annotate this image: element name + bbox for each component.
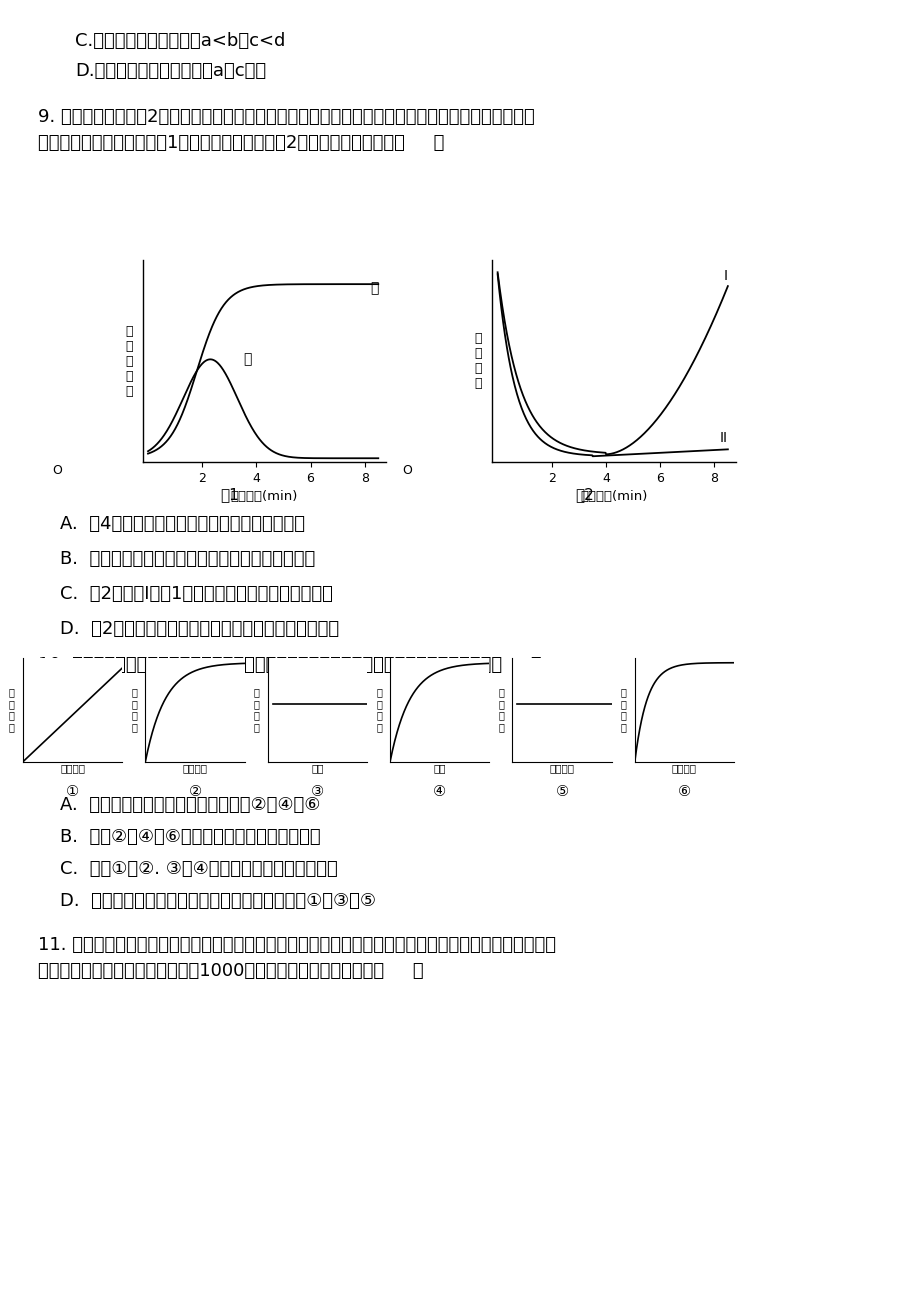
Text: ⑥: ⑥ (677, 784, 690, 798)
Text: 11. 协助扩散需要细胞膜上转运蛋白的协助。图甲、乙分别表示载体介导和通道介导的两种协助扩散方式，: 11. 协助扩散需要细胞膜上转运蛋白的协助。图甲、乙分别表示载体介导和通道介导的… (38, 936, 555, 954)
Text: D.  第2分钟前乙溶液中花瓣细胞的失水速率大于甲溶液: D. 第2分钟前乙溶液中花瓣细胞的失水速率大于甲溶液 (60, 620, 339, 638)
X-axis label: 处理时间(min): 处理时间(min) (580, 491, 647, 504)
Text: D.根尖分生区细胞内能发生a、c过程: D.根尖分生区细胞内能发生a、c过程 (75, 62, 266, 79)
Text: I: I (723, 270, 727, 284)
Text: 9. 取某一红色花冠的2个大小相同、生理状态相似的花瓣细胞，将它们分别放置往甲、乙两种溶液中，: 9. 取某一红色花冠的2个大小相同、生理状态相似的花瓣细胞，将它们分别放置往甲、… (38, 108, 534, 126)
X-axis label: 能量: 能量 (311, 763, 323, 773)
Text: 图1: 图1 (221, 487, 239, 503)
Text: 图2: 图2 (575, 487, 594, 503)
Text: B.  甲、乙两种溶液的浓度不同，但细胞最终都死亡: B. 甲、乙两种溶液的浓度不同，但细胞最终都死亡 (60, 549, 315, 568)
Text: II: II (719, 431, 727, 445)
Text: ②: ② (188, 784, 201, 798)
Text: ④: ④ (433, 784, 446, 798)
X-axis label: 物质浓度: 物质浓度 (60, 763, 85, 773)
X-axis label: 载体数量: 载体数量 (671, 763, 697, 773)
Text: 甲: 甲 (369, 281, 378, 296)
Text: ①: ① (66, 784, 79, 798)
Y-axis label: 运
输
速
率: 运 输 速 率 (254, 687, 259, 732)
Y-axis label: 运
输
速
率: 运 输 速 率 (498, 687, 504, 732)
Text: C.  曲线①、②. ③、④可表示互不相同的运输方式: C. 曲线①、②. ③、④可表示互不相同的运输方式 (60, 861, 337, 878)
Y-axis label: 运
输
速
率: 运 输 速 率 (9, 687, 15, 732)
Y-axis label: 运
输
速
率: 运 输 速 率 (376, 687, 381, 732)
Text: O: O (402, 465, 412, 478)
X-axis label: 处理时间(min): 处理时间(min) (231, 491, 298, 504)
Text: B.  曲线②、④、⑥最大运输速率的限制因素相同: B. 曲线②、④、⑥最大运输速率的限制因素相同 (60, 828, 321, 846)
Y-axis label: 细
胞
失
水
量: 细 胞 失 水 量 (125, 324, 132, 398)
Text: D.  能表示最大运输速率与载体蛋白无关的曲线是①、③、⑤: D. 能表示最大运输速率与载体蛋白无关的曲线是①、③、⑤ (60, 892, 376, 910)
Text: 其中通道介导的扩散比载体介导剴1000倍。下列有关叙述错误的是（     ）: 其中通道介导的扩散比载体介导剴1000倍。下列有关叙述错误的是（ ） (38, 962, 423, 980)
Text: C.在光照充足的条件下，a<b，c<d: C.在光照充足的条件下，a<b，c<d (75, 33, 285, 49)
Text: A.  第4分钟后乙溶液中细胞由于失水过多而死亡: A. 第4分钟后乙溶液中细胞由于失水过多而死亡 (60, 516, 305, 533)
X-axis label: 物质浓度: 物质浓度 (182, 763, 208, 773)
Text: A.  与胰岛素分泌出细胞相符的曲线是②、④、⑥: A. 与胰岛素分泌出细胞相符的曲线是②、④、⑥ (60, 796, 320, 814)
Text: ③: ③ (311, 784, 323, 798)
Text: 乙: 乙 (243, 353, 251, 366)
Text: ⑤: ⑤ (555, 784, 568, 798)
Text: 10. 下图是不同物质出入细胞方式中运输速率与影响因素间的关系曲线图，下列叙述正确的是（     ）: 10. 下图是不同物质出入细胞方式中运输速率与影响因素间的关系曲线图，下列叙述正… (38, 656, 541, 674)
X-axis label: 能量: 能量 (433, 763, 446, 773)
Y-axis label: 运
输
速
率: 运 输 速 率 (131, 687, 137, 732)
Y-axis label: 液
泡
直
径: 液 泡 直 径 (474, 332, 482, 391)
Text: O: O (52, 465, 62, 478)
X-axis label: 载体数量: 载体数量 (549, 763, 574, 773)
Y-axis label: 运
输
速
率: 运 输 速 率 (620, 687, 626, 732)
Text: C.  图2中曲线Ⅰ和图1中乙溶液中细胞失水量曲线对应: C. 图2中曲线Ⅰ和图1中乙溶液中细胞失水量曲线对应 (60, 585, 333, 603)
Text: 测得细胞失水量的变化如图1，液泡直径的变化如图2，下列叙述正确的是（     ）: 测得细胞失水量的变化如图1，液泡直径的变化如图2，下列叙述正确的是（ ） (38, 134, 444, 152)
